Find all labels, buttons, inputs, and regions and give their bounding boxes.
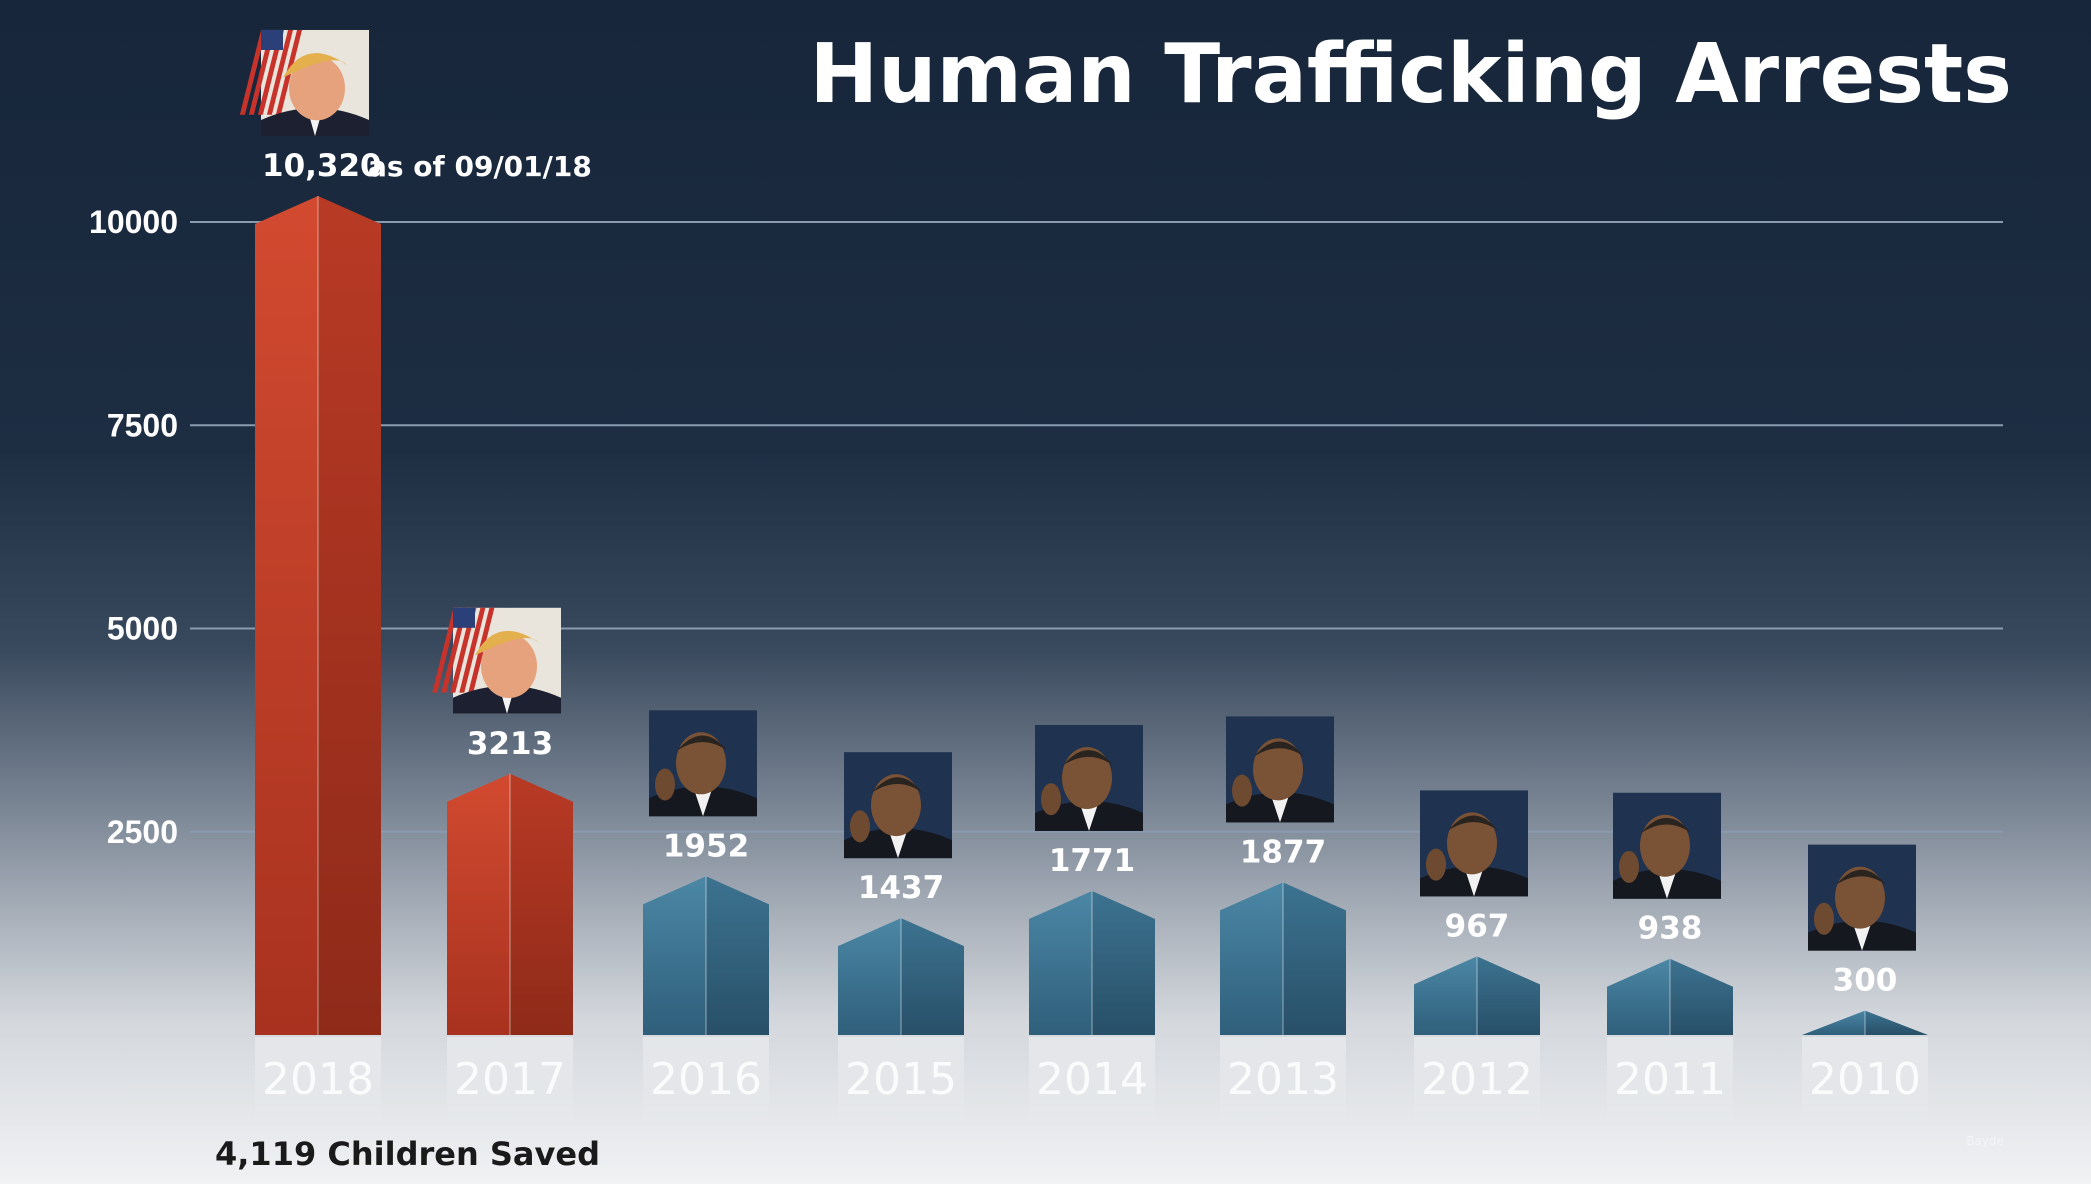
obama-portrait-2011: [1613, 792, 1721, 899]
value-label-2010: 300: [1833, 963, 1898, 999]
bar-2013: [1220, 882, 1346, 1127]
obama-portrait-2010: [1808, 844, 1916, 951]
chart-title: Human Trafficking Arrests: [810, 27, 2013, 122]
bar-reflection: [255, 1037, 381, 1127]
bar-2010: [1802, 1010, 1928, 1127]
value-label-2016: 1952: [663, 828, 749, 864]
bar-reflection: [1029, 1037, 1155, 1127]
bar-2018: [255, 195, 381, 1127]
x-label-2014: 2014: [1036, 1054, 1148, 1105]
y-tick-label: 10000: [89, 204, 178, 240]
y-axis-ticks: 10000 7500 5000 2500: [89, 204, 178, 850]
x-label-2016: 2016: [650, 1054, 762, 1105]
value-label-2015: 1437: [858, 870, 944, 906]
obama-portrait-2013: [1226, 716, 1334, 823]
bar-2011: [1607, 958, 1733, 1127]
x-axis-labels: 2018 2017 2016 2015 2014 2013 2012 2011 2010: [262, 1054, 1921, 1105]
bar-reflection: [838, 1037, 964, 1127]
bar-2015: [838, 918, 964, 1127]
bar-2012: [1414, 956, 1540, 1127]
x-label-2012: 2012: [1421, 1054, 1533, 1105]
obama-portrait-2015: [844, 752, 952, 859]
bar-2017: [447, 773, 573, 1127]
bar-2016: [643, 876, 769, 1127]
children-saved-note: 4,119 Children Saved: [215, 1135, 600, 1173]
y-tick-label: 7500: [107, 407, 178, 443]
bar-reflection: [643, 1037, 769, 1127]
value-label-2013: 1877: [1240, 834, 1326, 870]
watermark: Bayde: [1966, 1134, 2004, 1148]
y-tick-label: 2500: [107, 814, 178, 850]
x-label-2013: 2013: [1227, 1054, 1339, 1105]
trump-portrait-2018: [239, 29, 369, 136]
obama-portrait-2012: [1420, 790, 1528, 897]
x-label-2017: 2017: [454, 1054, 566, 1105]
value-label-2011: 938: [1638, 911, 1703, 947]
bar-2014: [1029, 891, 1155, 1127]
obama-portrait-2014: [1035, 725, 1143, 832]
bar-reflection: [1414, 1037, 1540, 1127]
value-label-2018: 10,320: [262, 148, 382, 184]
x-label-2011: 2011: [1614, 1054, 1726, 1105]
bar-reflection: [447, 1037, 573, 1127]
value-label-2014: 1771: [1049, 843, 1135, 879]
obama-portrait-2016: [649, 710, 757, 817]
bars: [255, 195, 1928, 1127]
bar-reflection: [1220, 1037, 1346, 1127]
value-label-2012: 967: [1445, 908, 1510, 944]
x-label-2010: 2010: [1809, 1054, 1921, 1105]
x-label-2018: 2018: [262, 1054, 374, 1105]
value-label-2017: 3213: [467, 726, 553, 762]
x-label-2015: 2015: [845, 1054, 957, 1105]
y-tick-label: 5000: [107, 611, 178, 647]
bar-reflection: [1802, 1037, 1928, 1127]
trump-portrait-2017: [432, 607, 561, 714]
as-of-date-label: as of 09/01/18: [368, 150, 592, 183]
bar-reflection: [1607, 1037, 1733, 1127]
